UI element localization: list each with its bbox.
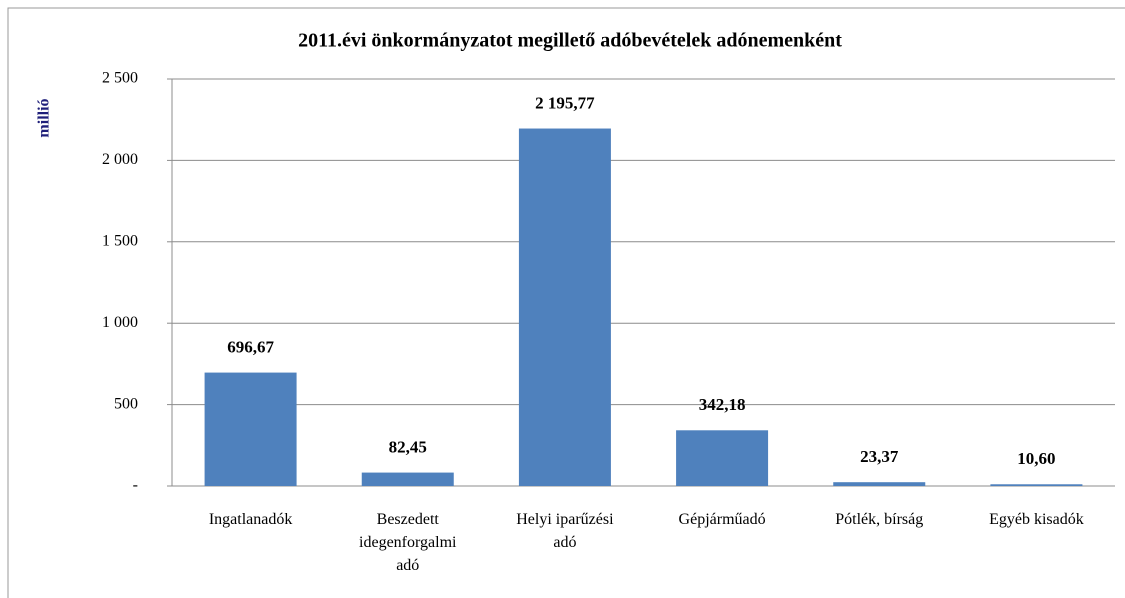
x-tick-label: Egyéb kisadók [989, 511, 1084, 528]
data-label: 10,60 [1017, 449, 1055, 468]
y-tick-label: 2 000 [102, 151, 138, 168]
bar [361, 472, 454, 486]
x-tick-label: Beszedett idegenforgalmi adó [359, 511, 457, 574]
y-axis-label: millió [36, 98, 53, 137]
bar [676, 430, 769, 486]
bar [990, 484, 1083, 486]
x-tick-label: Pótlék, bírság [835, 511, 924, 528]
bar [204, 372, 297, 486]
chart-title: 2011.évi önkormányzatot megillető adóbev… [298, 30, 842, 52]
data-label: 82,45 [389, 437, 427, 456]
data-label: 2 195,77 [535, 93, 595, 112]
data-label: 23,37 [860, 447, 899, 466]
bar [833, 482, 926, 486]
data-label: 342,18 [699, 395, 746, 414]
x-tick-label: Gépjárműadó [678, 511, 766, 528]
y-tick-label: 2 500 [102, 70, 138, 87]
y-tick-label: 500 [114, 395, 138, 412]
x-tick-label: Helyi iparűzési adó [516, 511, 614, 551]
y-tick-label: 1 500 [102, 232, 138, 249]
chart-frame [7, 7, 1125, 598]
y-tick-label: - [133, 477, 138, 494]
data-label: 696,67 [227, 337, 274, 356]
x-tick-label: Ingatlanadók [208, 511, 293, 528]
bar [518, 128, 611, 487]
y-tick-label: 1 000 [102, 314, 138, 331]
